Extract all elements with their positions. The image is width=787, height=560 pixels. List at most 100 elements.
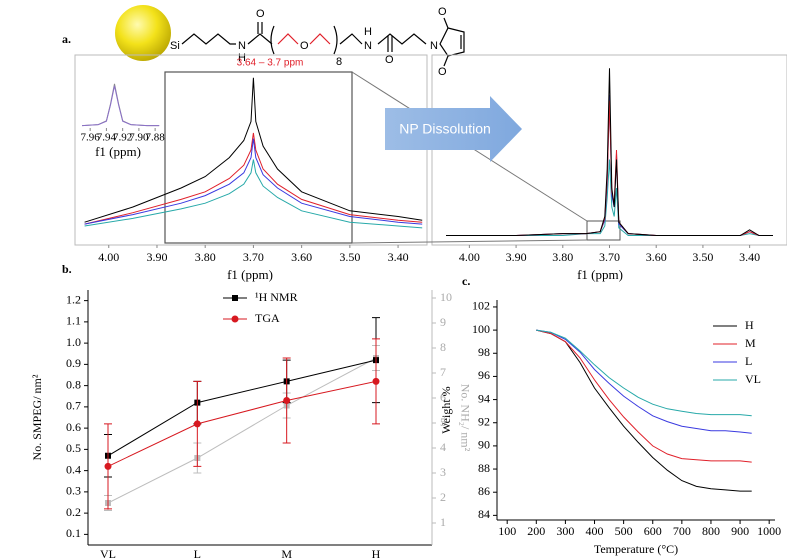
y-tick-label: 0.3	[66, 484, 81, 498]
series-line	[107, 380, 377, 467]
x-tick-label: 3.60	[646, 250, 667, 264]
atom: N	[238, 40, 246, 52]
y-tick-label: 96	[478, 368, 490, 382]
arrow-label: NP Dissolution	[399, 121, 491, 137]
x-axis-label: f1 (ppm)	[95, 144, 141, 159]
y2-tick-label: 9	[440, 315, 446, 329]
x-tick-label: 3.40	[739, 250, 760, 264]
x-tick-label: 4.00	[98, 250, 119, 264]
y-tick-label: 0.5	[66, 441, 81, 455]
marker	[104, 462, 112, 470]
x-tick-label: 100	[498, 524, 516, 538]
marker	[193, 420, 201, 428]
y-tick-label: 0.6	[66, 420, 81, 434]
x-tick-label: 7.90	[129, 132, 149, 144]
y-tick-label: 1.0	[66, 335, 81, 349]
atom: O	[438, 66, 447, 78]
x-tick-label: H	[372, 547, 381, 560]
x-tick-label: 3.80	[552, 250, 573, 264]
y2-tick-label: 5	[440, 415, 446, 429]
x-tick-label: 3.70	[599, 250, 620, 264]
atom: H	[364, 26, 372, 38]
bond	[339, 33, 363, 45]
atom: 8	[336, 56, 342, 68]
x-tick-label: 3.90	[506, 250, 527, 264]
x-tick-label: 300	[556, 524, 574, 538]
zoom-box	[164, 71, 353, 244]
y-tick-label: 90	[478, 438, 490, 452]
zoom-connector	[351, 239, 588, 244]
atom: H	[238, 52, 246, 64]
spectrum-line	[446, 159, 773, 236]
x-tick-label: 3.50	[339, 250, 360, 264]
y-tick-label: 92	[478, 414, 490, 428]
y-axis-label: No. SMPEG/ nm²	[30, 374, 44, 460]
x-tick-label: 700	[673, 524, 691, 538]
series-line	[536, 329, 752, 417]
y2-tick-label: 1	[440, 515, 446, 529]
y-tick-label: 0.7	[66, 399, 81, 413]
x-tick-label: 1000	[757, 524, 781, 538]
spectrum-line	[84, 138, 423, 225]
y-tick-label: 100	[472, 322, 490, 336]
spectrum-line	[82, 83, 160, 127]
legend-label: M	[745, 336, 756, 350]
series-line	[536, 329, 752, 434]
x-tick-label: 500	[615, 524, 633, 538]
panel-label: c.	[462, 274, 470, 288]
x-tick-label: 3.40	[388, 250, 409, 264]
ring	[439, 27, 465, 57]
bracket	[270, 25, 275, 55]
bond	[247, 33, 273, 45]
x-axis-label: Temperature (°C)	[594, 542, 678, 556]
legend-label: TGA	[255, 311, 280, 325]
spectrum-line	[446, 68, 773, 236]
x-tick-label: L	[194, 547, 201, 560]
y-tick-label: 1.2	[66, 292, 81, 306]
spectrum-line	[84, 159, 423, 229]
panel-label: a.	[62, 32, 71, 46]
bond	[443, 55, 449, 67]
x-tick-label: VL	[100, 547, 116, 560]
y-tick-label: 94	[478, 391, 490, 405]
legend-label: L	[745, 354, 752, 368]
x-tick-label: 400	[586, 524, 604, 538]
y-tick-label: 0.4	[66, 462, 81, 476]
legend-marker	[232, 295, 238, 301]
bond	[443, 17, 449, 29]
spectrum-line	[84, 132, 423, 225]
x-tick-label: 3.90	[146, 250, 167, 264]
bond	[309, 33, 331, 45]
y-axis-label: Weight %	[439, 386, 453, 433]
atom: Si	[170, 40, 180, 52]
arrow	[385, 96, 522, 162]
y-tick-label: 0.9	[66, 356, 81, 370]
bracket	[333, 25, 338, 55]
panel-label: b.	[62, 262, 72, 276]
y-tick-label: 102	[472, 299, 490, 313]
atom-labels: Si N H O O 8 N H O N O O	[170, 6, 447, 78]
y2-tick-label: 10	[440, 290, 452, 304]
y2-tick-label: 4	[440, 440, 446, 454]
x-tick-label: M	[281, 547, 292, 560]
bond	[277, 33, 299, 45]
x-tick-label: 900	[731, 524, 749, 538]
y-tick-label: 84	[478, 507, 490, 521]
y2-tick-label: 3	[440, 465, 446, 479]
legend-marker	[231, 315, 239, 323]
x-tick-label: 800	[702, 524, 720, 538]
y-tick-label: 0.2	[66, 505, 81, 519]
x-axis-label: f1 (ppm)	[227, 267, 273, 282]
y2-axis-label: No. NH₂/ nm²	[458, 384, 472, 452]
y-tick-label: 86	[478, 484, 490, 498]
atom: N	[430, 40, 438, 52]
series-line	[536, 329, 752, 463]
atom: O	[438, 6, 447, 18]
x-tick-label: 600	[644, 524, 662, 538]
y-tick-label: 0.8	[66, 377, 81, 391]
y-tick-label: 98	[478, 345, 490, 359]
x-tick-label: 4.00	[459, 250, 480, 264]
x-tick-label: 7.92	[113, 132, 132, 144]
atom: O	[256, 8, 265, 20]
series-line	[107, 359, 377, 457]
